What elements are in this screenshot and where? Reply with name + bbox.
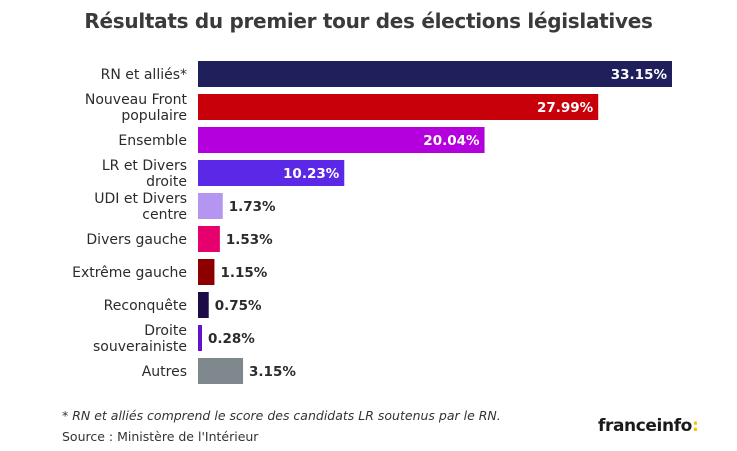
bar-9 bbox=[198, 358, 244, 384]
value-label-1: 27.99% bbox=[537, 100, 594, 116]
value-label-3: 10.23% bbox=[283, 166, 340, 182]
bar-3 bbox=[198, 160, 345, 186]
category-label-4: UDI et Divers centre bbox=[94, 191, 187, 223]
bar-5 bbox=[198, 226, 220, 252]
bar-0 bbox=[198, 61, 672, 87]
category-label-9: Autres bbox=[142, 364, 187, 380]
category-label-1: Nouveau Front populaire bbox=[85, 92, 188, 124]
brand-name: franceinfo bbox=[598, 416, 692, 436]
category-label-7: Reconquête bbox=[104, 298, 187, 314]
value-label-8: 0.28% bbox=[208, 331, 255, 347]
category-label-5: Divers gauche bbox=[86, 232, 187, 248]
value-label-5: 1.53% bbox=[226, 232, 273, 248]
category-label-3: LR et Divers droite bbox=[102, 158, 187, 190]
category-label-8: Droite souverainiste bbox=[93, 323, 187, 355]
brand-colon: : bbox=[691, 416, 699, 436]
bar-1 bbox=[198, 94, 599, 120]
value-label-9: 3.15% bbox=[249, 364, 296, 380]
bar-6 bbox=[198, 259, 215, 285]
category-label-6: Extrême gauche bbox=[72, 265, 187, 281]
value-label-7: 0.75% bbox=[215, 298, 262, 314]
bar-2 bbox=[198, 127, 485, 153]
franceinfo-logo: franceinfo: bbox=[598, 416, 699, 436]
chart-title: Résultats du premier tour des élections … bbox=[84, 9, 653, 33]
category-label-2: Ensemble bbox=[118, 133, 187, 149]
bar-8 bbox=[198, 325, 203, 351]
source-note: Source : Ministère de l'Intérieur bbox=[62, 429, 259, 444]
value-label-6: 1.15% bbox=[220, 265, 267, 281]
bar-4 bbox=[198, 193, 223, 219]
category-label-0: RN et alliés* bbox=[101, 67, 187, 83]
value-label-0: 33.15% bbox=[611, 67, 668, 83]
footnote: * RN et alliés comprend le score des can… bbox=[62, 408, 501, 423]
bar-7 bbox=[198, 292, 209, 318]
bar-chart: 33.15% RN et alliés* 27.99% Nouveau Front po… bbox=[72, 61, 672, 384]
value-label-2: 20.04% bbox=[423, 133, 480, 149]
value-label-4: 1.73% bbox=[229, 199, 276, 215]
